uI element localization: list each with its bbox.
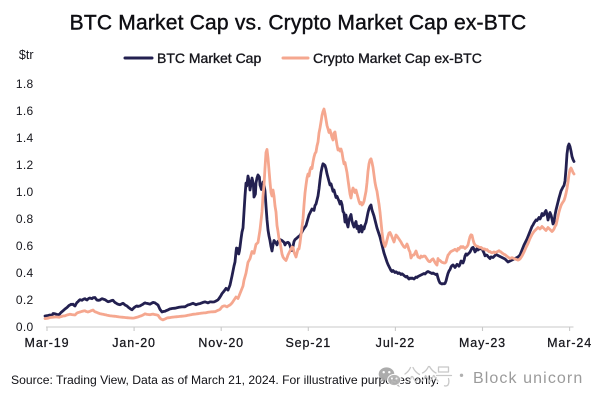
svg-text:Jul-22: Jul-22 — [376, 336, 415, 350]
svg-text:Crypto Market Cap ex-BTC: Crypto Market Cap ex-BTC — [313, 50, 482, 66]
svg-text:1.6: 1.6 — [16, 104, 34, 118]
svg-text:0.6: 0.6 — [16, 239, 34, 253]
svg-text:1.2: 1.2 — [16, 158, 34, 172]
svg-text:0.0: 0.0 — [16, 320, 34, 334]
svg-text:BTC Market Cap: BTC Market Cap — [157, 50, 261, 66]
svg-text:1.4: 1.4 — [16, 131, 34, 145]
svg-text:BTC Market Cap vs. Crypto Mark: BTC Market Cap vs. Crypto Market Cap ex-… — [70, 12, 527, 35]
svg-text:Source: Trading View, Data as: Source: Trading View, Data as of March 2… — [11, 373, 439, 387]
svg-text:Sep-21: Sep-21 — [285, 336, 331, 350]
svg-text:Block unicorn: Block unicorn — [473, 370, 583, 387]
svg-text:Mar-19: Mar-19 — [25, 336, 70, 350]
svg-text:May-23: May-23 — [459, 336, 506, 350]
svg-text:0.2: 0.2 — [16, 293, 34, 307]
svg-text:Jan-20: Jan-20 — [112, 336, 156, 350]
svg-text:1.8: 1.8 — [16, 77, 34, 91]
svg-text:1.0: 1.0 — [16, 185, 34, 199]
svg-text:Mar-24: Mar-24 — [547, 336, 592, 350]
svg-text:$tr: $tr — [19, 48, 34, 62]
svg-text:0.8: 0.8 — [16, 212, 34, 226]
svg-text:0.4: 0.4 — [16, 266, 34, 280]
svg-text:Nov-20: Nov-20 — [198, 336, 244, 350]
